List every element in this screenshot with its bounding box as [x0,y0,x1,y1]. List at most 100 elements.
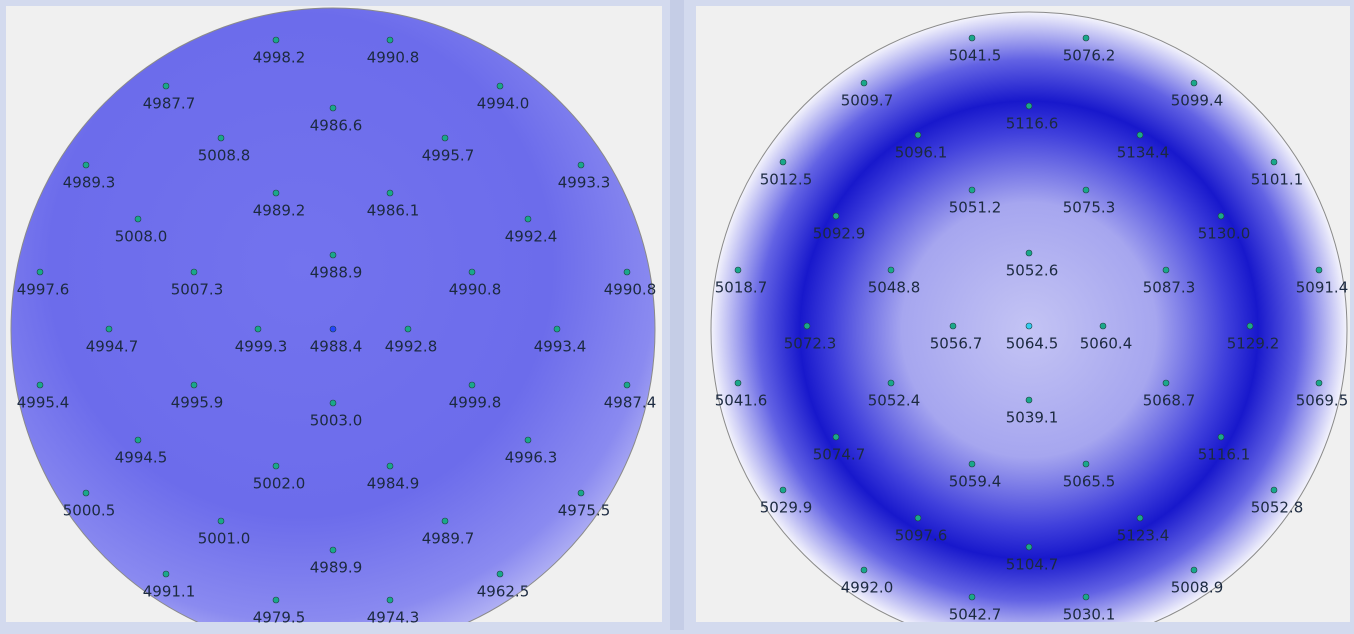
site-value: 4993.4 [534,338,587,356]
site-value: 5130.0 [1198,225,1251,243]
site-dot [1025,396,1033,404]
site-dot [803,322,811,330]
site-value: 5076.2 [1063,47,1116,65]
site-value: 5064.5 [1006,335,1059,353]
site-dot [1246,322,1254,330]
site-dot [1025,543,1033,551]
site-value: 5087.3 [1143,279,1196,297]
site-dot [468,381,476,389]
site-dot [1136,514,1144,522]
site-dot [404,325,412,333]
site-value: 5116.1 [1198,446,1251,464]
site-value: 5008.8 [198,147,251,165]
site-dot [968,34,976,42]
site-dot [162,570,170,578]
site-value: 5123.4 [1117,527,1170,545]
site-value: 4987.7 [143,95,196,113]
site-value: 4994.0 [477,95,530,113]
site-dot [1082,460,1090,468]
site-value: 5072.3 [784,335,837,353]
site-dot [887,266,895,274]
site-value: 5012.5 [760,171,813,189]
site-dot [623,268,631,276]
site-value: 5065.5 [1063,473,1116,491]
points: 4998.2 4990.8 4987.7 4994.0 4986.6 5008.8 4995… [17,34,1348,627]
site-value: 5060.4 [1080,335,1133,353]
site-dot [860,566,868,574]
site-value: 4988.4 [310,338,363,356]
site-dot [82,489,90,497]
site-value: 5097.6 [895,527,948,545]
site-dot [190,268,198,276]
site-dot [329,251,337,259]
site-value: 5039.1 [1006,409,1059,427]
site-dot [968,460,976,468]
site-dot [386,462,394,470]
site-value: 5116.6 [1006,115,1059,133]
site-value: 4994.5 [115,449,168,467]
site-dot [1162,379,1170,387]
wafer [10,7,656,622]
wafer [710,11,1348,622]
site-value: 4989.9 [310,559,363,577]
site-dot [1217,212,1225,220]
site-dot [217,517,225,525]
site-dot [329,104,337,112]
site-dot [217,134,225,142]
site-dot [468,268,476,276]
site-dot [272,189,280,197]
site-value: 5008.9 [1171,579,1224,597]
site-value: 5030.1 [1063,606,1116,624]
site-value: 4988.9 [310,264,363,282]
site-dot [82,161,90,169]
site-dot [329,399,337,407]
site-dot [1190,566,1198,574]
site-value: 5134.4 [1117,144,1170,162]
site-value: 5104.7 [1006,556,1059,574]
site-value: 4990.8 [367,49,420,67]
site-value: 5007.3 [171,281,224,299]
site-dot [329,325,337,333]
site-dot [968,186,976,194]
site-dot [1315,266,1323,274]
site-value: 4979.5 [253,609,306,627]
site-value: 4997.6 [17,281,70,299]
site-value: 5041.5 [949,47,1002,65]
site-dot [1270,158,1278,166]
site-value: 4992.4 [505,228,558,246]
site-value: 4986.6 [310,117,363,135]
site-dot [914,514,922,522]
site-value: 4992.0 [841,579,894,597]
site-dot [832,212,840,220]
site-dot [779,158,787,166]
site-value: 5074.7 [813,446,866,464]
site-dot [1082,34,1090,42]
site-dot [887,379,895,387]
site-value: 4986.1 [367,202,420,220]
site-value: 4989.7 [422,530,475,548]
site-value: 5099.4 [1171,92,1224,110]
site-dot [949,322,957,330]
site-dot [1217,433,1225,441]
site-value: 5096.1 [895,144,948,162]
site-value: 5092.9 [813,225,866,243]
site-dot [496,82,504,90]
site-value: 5029.9 [760,499,813,517]
site-dot [1315,379,1323,387]
site-dot [832,433,840,441]
site-dot [1136,131,1144,139]
site-dot [577,161,585,169]
site-value: 4992.8 [385,338,438,356]
site-value: 5059.4 [949,473,1002,491]
site-value: 5101.1 [1251,171,1304,189]
site-value: 5129.2 [1227,335,1280,353]
site-dot [1270,486,1278,494]
site-dot [36,268,44,276]
site-value: 5018.7 [715,279,768,297]
site-dot [36,381,44,389]
site-value: 4993.3 [558,174,611,192]
site-dot [1190,79,1198,87]
site-dot [134,215,142,223]
site-value: 4975.5 [558,502,611,520]
